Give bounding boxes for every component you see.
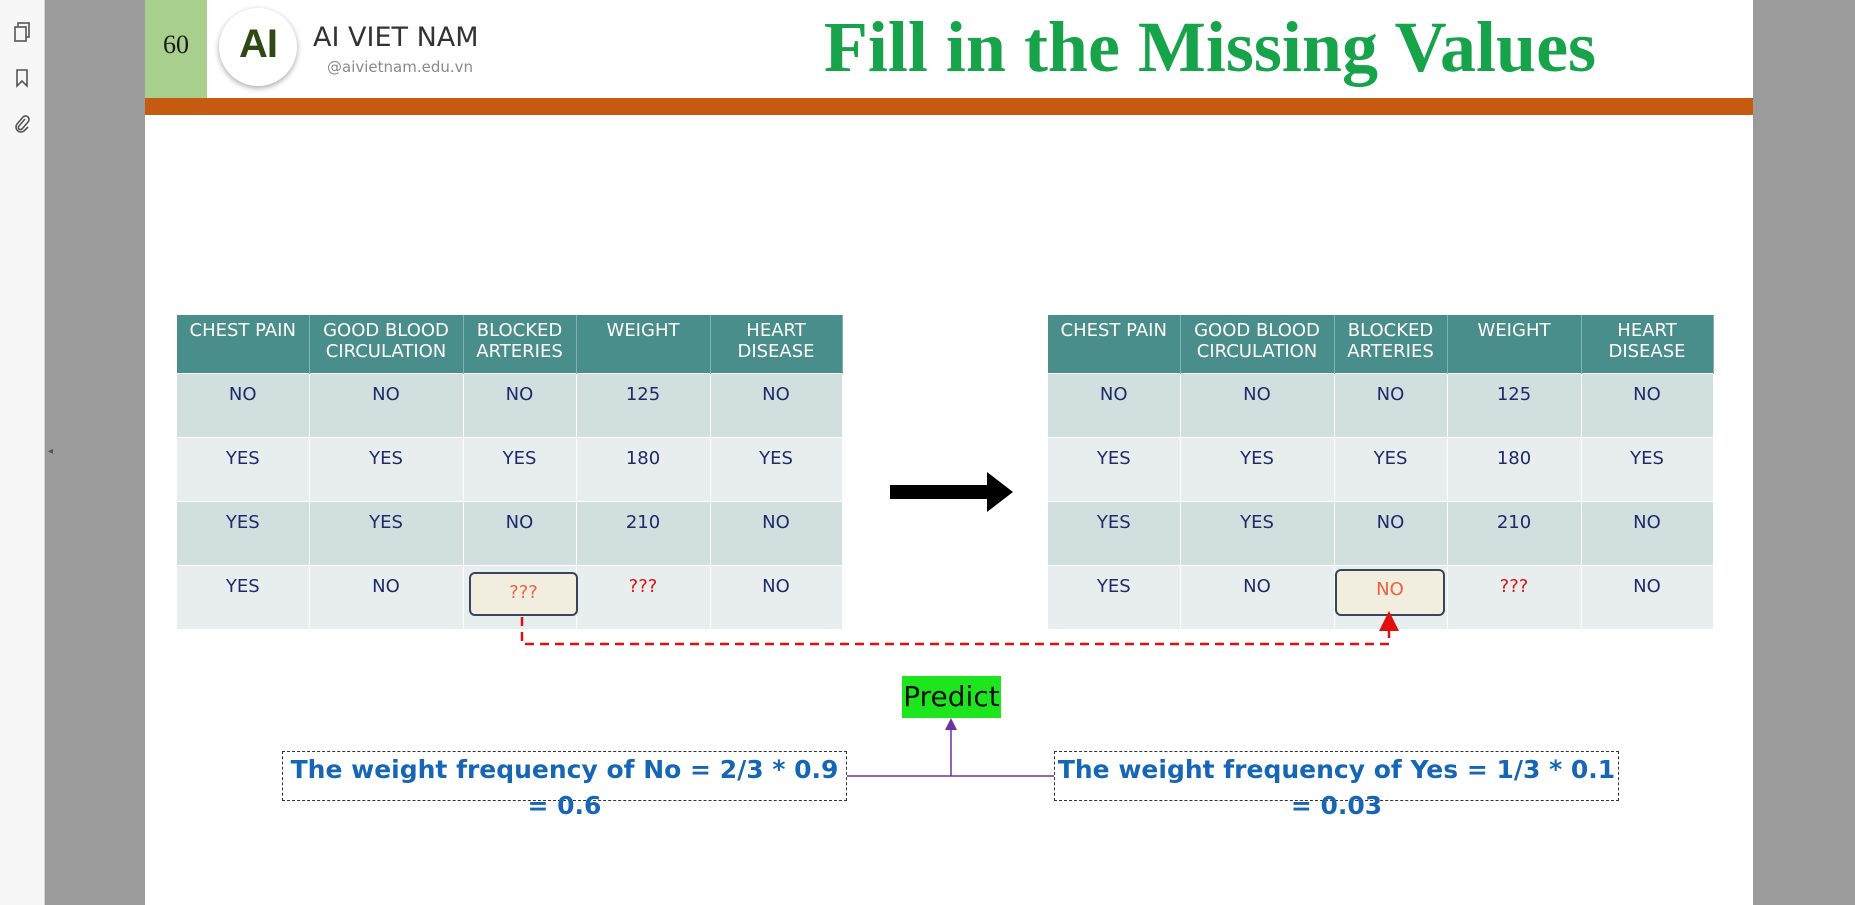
table-row: YES YES NO 210 NO: [177, 500, 843, 565]
cell: YES: [1048, 564, 1181, 629]
cell: NO: [463, 500, 577, 565]
formula-yes-text: The weight frequency of Yes = 1/3 * 0.1 …: [1057, 755, 1616, 820]
transform-arrow-icon: [890, 472, 1013, 512]
header-blocked-arteries: BLOCKED ARTERIES: [1334, 315, 1448, 373]
table-row: NO NO NO 125 NO: [1048, 372, 1714, 437]
slide-title: Fill in the Missing Values: [823, 7, 1597, 87]
logo: AI: [219, 8, 297, 86]
cell-missing-weight: ???: [576, 564, 711, 629]
slide-page: 60 AI AI VIET NAM @aivietnam.edu.vn Fill…: [145, 0, 1753, 905]
brand-name: AI VIET NAM: [313, 22, 479, 53]
cell: YES: [177, 436, 310, 501]
cell: 180: [1447, 436, 1582, 501]
header-heart-disease: HEART DISEASE: [710, 315, 843, 373]
connector-overlay: [520, 472, 1399, 777]
cell: NO: [1180, 564, 1335, 629]
formula-no-text: The weight frequency of No = 2/3 * 0.9 =…: [290, 755, 839, 820]
bookmark-icon[interactable]: [11, 68, 33, 90]
cell: NO: [1581, 564, 1714, 629]
cell: YES: [1581, 436, 1714, 501]
cell: NO: [177, 372, 310, 437]
cell: NO: [463, 372, 577, 437]
cell: NO: [710, 500, 843, 565]
cell: YES: [177, 500, 310, 565]
table-row: YES YES YES 180 YES: [1048, 436, 1714, 501]
table-row: YES YES YES 180 YES: [177, 436, 843, 501]
cell: YES: [1180, 436, 1335, 501]
page-number-box: 60: [145, 0, 207, 98]
cell: NO: [1581, 372, 1714, 437]
formula-no-box: The weight frequency of No = 2/3 * 0.9 =…: [282, 751, 847, 820]
left-sidebar: [0, 0, 45, 905]
header-bar: [145, 98, 1753, 115]
cell: YES: [1334, 436, 1448, 501]
cell: YES: [710, 436, 843, 501]
prediction-connector-line: [520, 611, 1399, 646]
brand-handle: @aivietnam.edu.vn: [327, 58, 474, 76]
cell: 210: [576, 500, 711, 565]
table-after: CHEST PAIN GOOD BLOOD CIRCULATION BLOCKE…: [1048, 315, 1714, 629]
cell: YES: [463, 436, 577, 501]
logo-text: AI: [239, 22, 278, 66]
cell: YES: [1048, 500, 1181, 565]
cell: NO: [1180, 372, 1335, 437]
cell: NO: [1334, 372, 1448, 437]
table-header-row: CHEST PAIN GOOD BLOOD CIRCULATION BLOCKE…: [177, 315, 843, 373]
cell: NO: [1048, 372, 1181, 437]
page-number: 60: [163, 30, 189, 59]
table-row: NO NO NO 125 NO: [177, 372, 843, 437]
table-before: CHEST PAIN GOOD BLOOD CIRCULATION BLOCKE…: [177, 315, 843, 629]
cell: NO: [309, 372, 464, 437]
cell-missing-weight: ???: [1447, 564, 1582, 629]
missing-arteries-box: ???: [469, 572, 578, 616]
header-chest-pain: CHEST PAIN: [1048, 315, 1181, 373]
header-weight: WEIGHT: [576, 315, 711, 373]
formula-yes-box: The weight frequency of Yes = 1/3 * 0.1 …: [1054, 751, 1619, 820]
attachment-icon[interactable]: [11, 114, 33, 136]
cell: NO: [309, 564, 464, 629]
cell: YES: [309, 436, 464, 501]
cell: 180: [576, 436, 711, 501]
header-good-blood-circulation: GOOD BLOOD CIRCULATION: [1180, 315, 1335, 373]
collapse-sidebar-handle[interactable]: ◂: [48, 446, 54, 457]
cell: YES: [1048, 436, 1181, 501]
header-weight: WEIGHT: [1447, 315, 1582, 373]
cell: 125: [1447, 372, 1582, 437]
table-row: YES YES NO 210 NO: [1048, 500, 1714, 565]
table-header-row: CHEST PAIN GOOD BLOOD CIRCULATION BLOCKE…: [1048, 315, 1714, 373]
cell: 125: [576, 372, 711, 437]
cell: YES: [1180, 500, 1335, 565]
header-chest-pain: CHEST PAIN: [177, 315, 310, 373]
cell: YES: [309, 500, 464, 565]
cell: 210: [1447, 500, 1582, 565]
cell: NO: [1334, 500, 1448, 565]
predict-label: Predict: [902, 676, 1001, 718]
header-heart-disease: HEART DISEASE: [1581, 315, 1714, 373]
cell: NO: [1581, 500, 1714, 565]
cell: YES: [177, 564, 310, 629]
cell: NO: [710, 564, 843, 629]
pages-icon[interactable]: [11, 22, 33, 44]
header-good-blood-circulation: GOOD BLOOD CIRCULATION: [309, 315, 464, 373]
header-blocked-arteries: BLOCKED ARTERIES: [463, 315, 577, 373]
cell: NO: [710, 372, 843, 437]
